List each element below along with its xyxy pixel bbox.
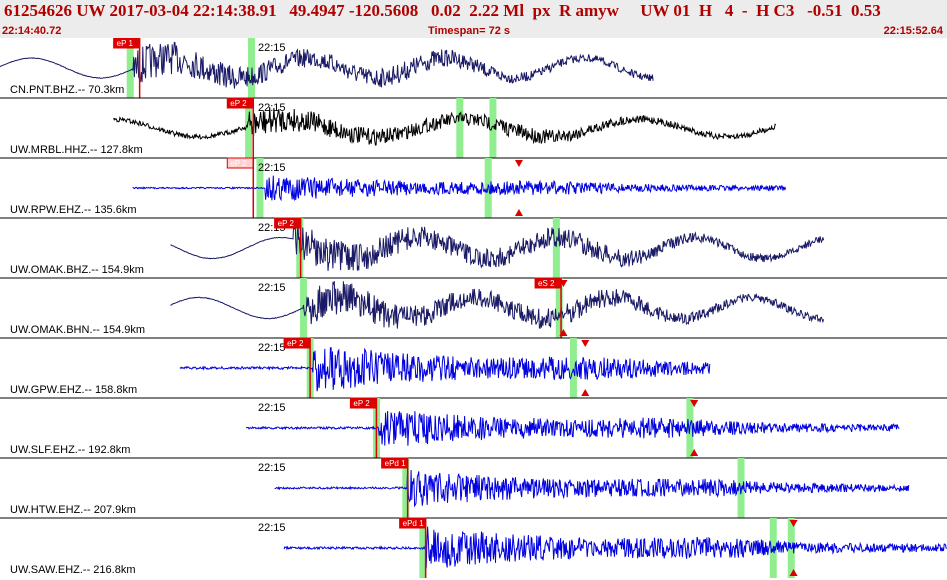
marker-down-icon (559, 280, 568, 287)
waveform-trace (113, 107, 777, 146)
event-summary-title: 61254626 UW 2017-03-04 22:14:38.91 49.49… (4, 1, 881, 20)
waveform-trace (0, 41, 654, 89)
end-time: 22:15:52.64 (883, 25, 943, 37)
header-bar: 61254626 UW 2017-03-04 22:14:38.91 49.49… (0, 0, 947, 38)
analysis-window (456, 98, 464, 158)
analysis-window (737, 458, 745, 518)
analysis-window (555, 278, 563, 338)
analysis-window (245, 98, 253, 158)
marker-up-icon (514, 209, 523, 216)
waveform-trace (179, 347, 711, 392)
waveform-trace (170, 280, 825, 329)
timespan-label: Timespan= 72 s (428, 25, 511, 37)
trace-label: UW.SAW.EHZ.-- 216.8km (10, 564, 136, 576)
minute-tick-label: 22:15 (258, 462, 286, 474)
marker-up-icon (690, 449, 699, 456)
trace-label: UW.SLF.EHZ.-- 192.8km (10, 444, 130, 456)
phase-pick-label: eP 2 (278, 219, 295, 228)
trace-label: UW.MRBL.HHZ.-- 127.8km (10, 144, 143, 156)
marker-down-icon (514, 160, 523, 167)
analysis-window (126, 38, 134, 98)
trace-label: UW.OMAK.BHN.-- 154.9km (10, 324, 145, 336)
waveform-trace (170, 219, 825, 271)
minute-tick-label: 22:15 (258, 162, 286, 174)
marker-up-icon (789, 569, 798, 576)
minute-tick-label: 22:15 (258, 102, 286, 114)
analysis-window (247, 38, 255, 98)
analysis-window (489, 98, 497, 158)
trace-label: UW.GPW.EHZ.-- 158.8km (10, 384, 137, 396)
marker-up-icon (559, 329, 568, 336)
trace-label: UW.RPW.EHZ.-- 135.6km (10, 204, 137, 216)
waveform-trace (274, 469, 910, 508)
minute-tick-label: 22:15 (258, 282, 286, 294)
phase-pick-label: eP 1 (117, 39, 134, 48)
phase-pick-label: eP 2 (230, 159, 247, 168)
phase-pick-label: ePd 1 (403, 519, 424, 528)
waveform-trace (246, 410, 900, 446)
phase-pick-label: eP 2 (287, 339, 304, 348)
phase-pick-label: eS 2 (538, 279, 555, 288)
phase-pick-label: eP 2 (353, 399, 370, 408)
phase-pick-label: ePd 1 (385, 459, 406, 468)
analysis-window (552, 218, 560, 278)
minute-tick-label: 22:15 (258, 522, 286, 534)
minute-tick-label: 22:15 (258, 342, 286, 354)
marker-down-icon (581, 340, 590, 347)
minute-tick-label: 22:15 (258, 42, 286, 54)
analysis-window (569, 338, 577, 398)
start-time: 22:14:40.72 (2, 25, 62, 37)
minute-tick-label: 22:15 (258, 402, 286, 414)
trace-label: UW.OMAK.BHZ.-- 154.9km (10, 264, 144, 276)
waveform-trace (283, 526, 947, 569)
waveform-trace (132, 175, 787, 202)
marker-up-icon (581, 389, 590, 396)
marker-down-icon (789, 520, 798, 527)
phase-pick-label: eP 2 (230, 99, 247, 108)
marker-down-icon (690, 400, 699, 407)
trace-label: CN.PNT.BHZ.-- 70.3km (10, 84, 124, 96)
analysis-window (419, 518, 427, 578)
trace-label: UW.HTW.EHZ.-- 207.9km (10, 504, 136, 516)
